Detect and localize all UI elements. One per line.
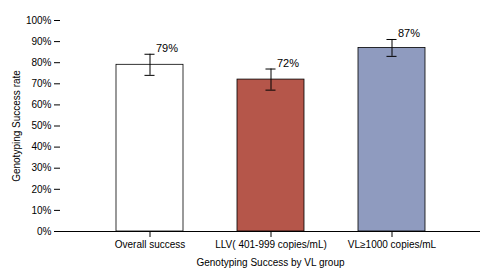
svg-text:Genotyping Success rate: Genotyping Success rate <box>11 70 22 182</box>
svg-text:90%: 90% <box>31 36 51 47</box>
svg-text:Overall success: Overall success <box>115 239 186 250</box>
svg-text:72%: 72% <box>277 57 299 69</box>
svg-text:10%: 10% <box>31 205 51 216</box>
svg-text:20%: 20% <box>31 184 51 195</box>
svg-text:50%: 50% <box>31 120 51 131</box>
svg-text:VL≥1000 copies/mL: VL≥1000 copies/mL <box>348 239 437 250</box>
svg-text:87%: 87% <box>398 27 420 39</box>
svg-text:Genotyping Success by VL group: Genotyping Success by VL group <box>196 257 344 268</box>
svg-text:70%: 70% <box>31 78 51 89</box>
svg-text:80%: 80% <box>31 57 51 68</box>
svg-text:100%: 100% <box>26 15 52 26</box>
svg-text:0%: 0% <box>37 226 52 237</box>
svg-text:40%: 40% <box>31 141 51 152</box>
svg-text:30%: 30% <box>31 162 51 173</box>
svg-text:60%: 60% <box>31 99 51 110</box>
svg-text:LLV( 401-999 copies/mL): LLV( 401-999 copies/mL) <box>215 239 327 250</box>
svg-text:79%: 79% <box>156 42 178 54</box>
